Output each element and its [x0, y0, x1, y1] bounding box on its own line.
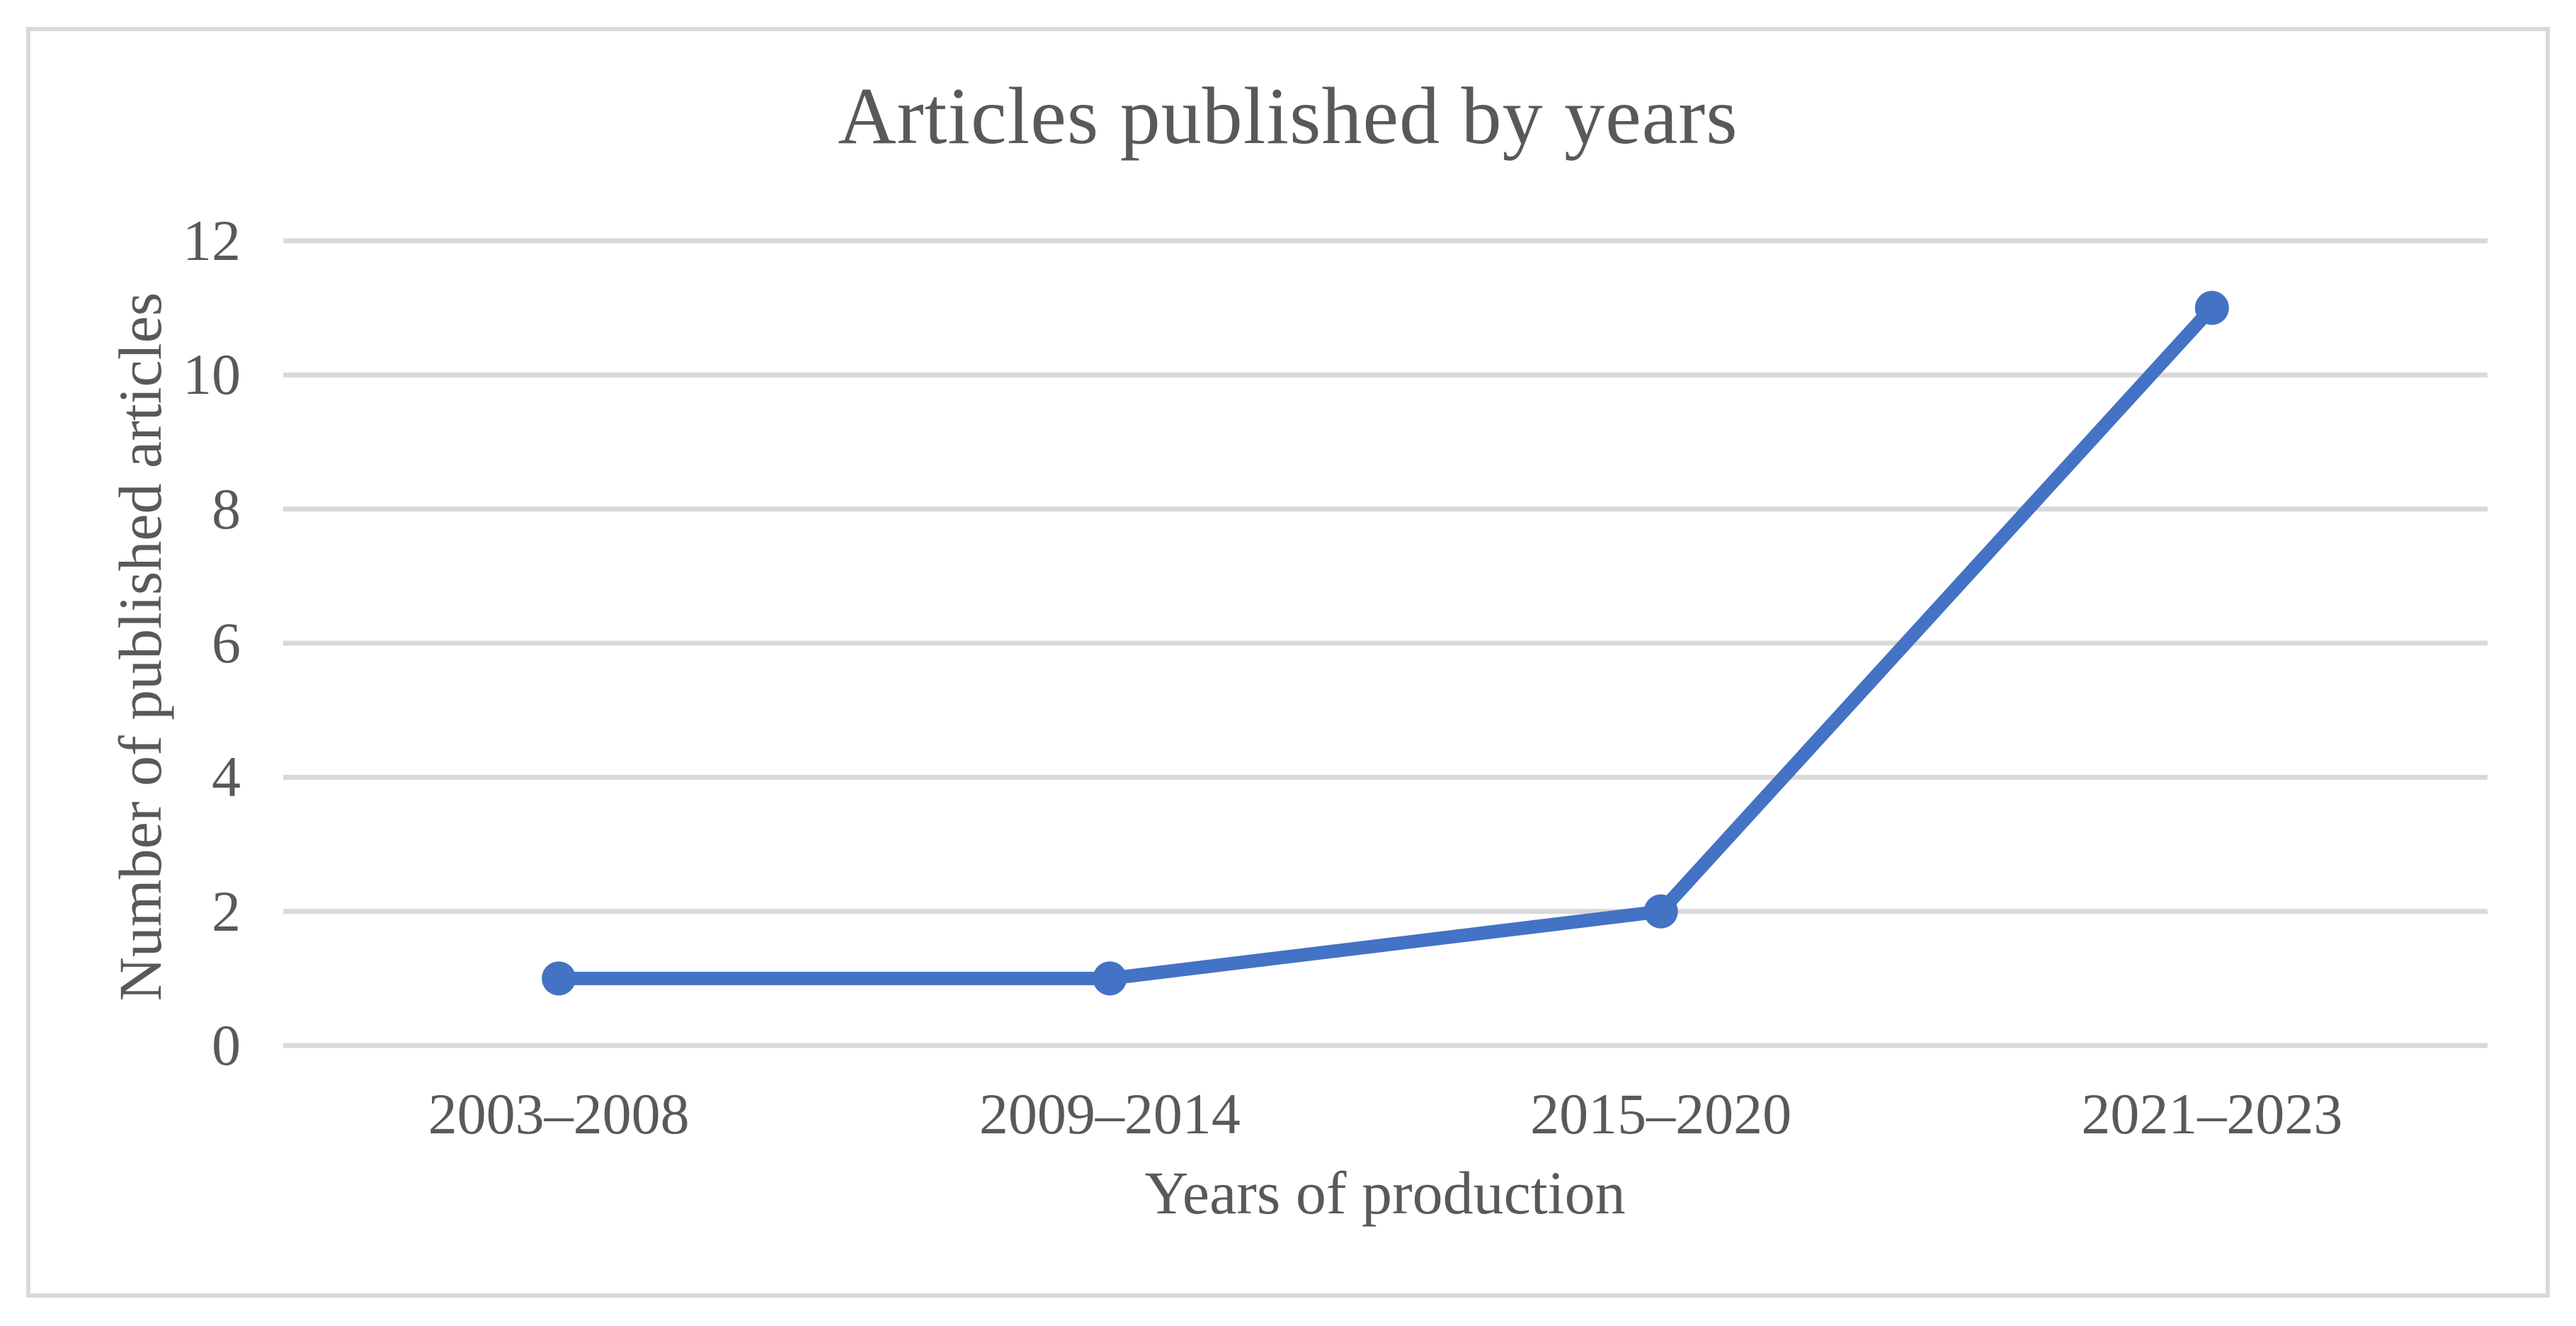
- chart-title: Articles published by years: [838, 71, 1738, 161]
- data-point-marker: [1093, 961, 1127, 996]
- data-series: [542, 290, 2229, 996]
- x-axis-title: Years of production: [1144, 1159, 1626, 1227]
- x-category-label: 2003–2008: [428, 1082, 690, 1146]
- y-tick-label: 12: [183, 208, 241, 273]
- data-point-marker: [2194, 290, 2229, 325]
- gridlines: [283, 238, 2487, 1048]
- y-tick-label: 10: [183, 342, 241, 407]
- y-tick-label: 4: [212, 744, 241, 810]
- data-series-line: [552, 301, 2219, 985]
- data-point-marker: [1643, 894, 1678, 929]
- x-category-label: 2009–2014: [979, 1082, 1241, 1146]
- y-tick-label: 2: [212, 878, 241, 944]
- y-tick-label: 0: [212, 1013, 241, 1077]
- x-category-label: 2015–2020: [1530, 1082, 1792, 1146]
- y-axis-title: Number of published articles: [106, 292, 174, 1002]
- y-tick-label: 8: [212, 476, 241, 541]
- data-point-marker: [542, 961, 576, 996]
- x-category-label: 2021–2023: [2081, 1082, 2343, 1146]
- y-tick-label: 6: [212, 611, 241, 675]
